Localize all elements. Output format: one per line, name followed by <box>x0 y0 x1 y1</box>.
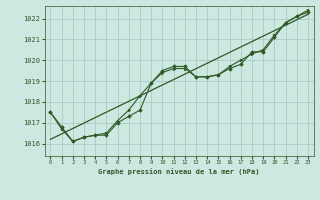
X-axis label: Graphe pression niveau de la mer (hPa): Graphe pression niveau de la mer (hPa) <box>99 168 260 175</box>
